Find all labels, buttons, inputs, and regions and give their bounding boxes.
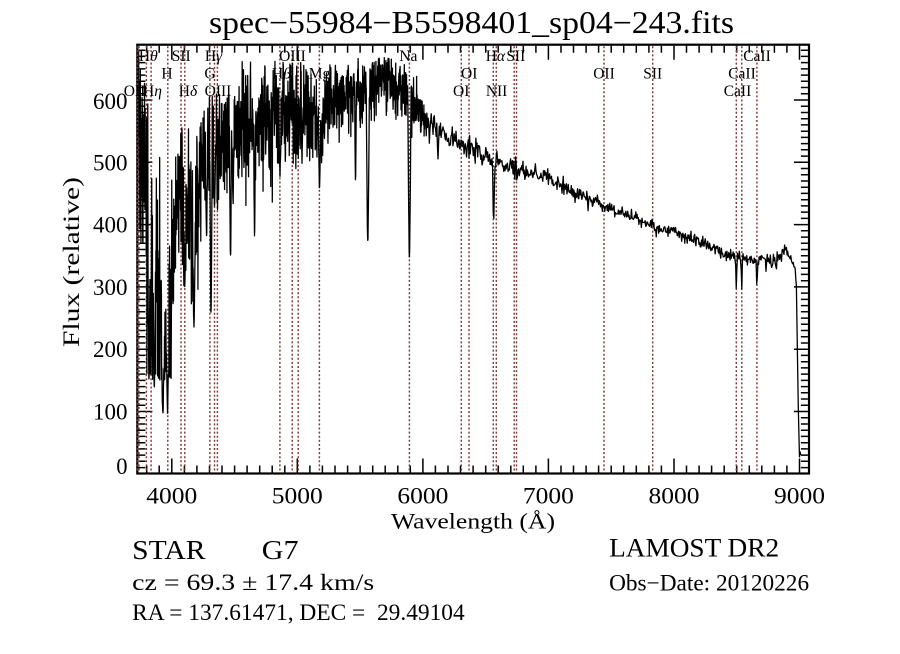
svg-text:6000: 6000	[397, 484, 448, 509]
svg-text:100: 100	[93, 400, 128, 425]
svg-text:SII: SII	[172, 48, 191, 65]
svg-text:300: 300	[93, 275, 128, 300]
svg-text:OIII: OIII	[279, 48, 306, 65]
svg-text:spec−55984−B5598401_sp04−243.f: spec−55984−B5598401_sp04−243.fits	[209, 5, 734, 40]
svg-text:OII: OII	[124, 83, 146, 100]
svg-text:OI: OI	[461, 65, 477, 82]
svg-text:0: 0	[116, 454, 127, 479]
svg-text:Na: Na	[399, 48, 417, 65]
svg-text:200: 200	[93, 337, 128, 362]
svg-text:OII: OII	[593, 65, 615, 82]
svg-text:Hδ: Hδ	[179, 83, 198, 100]
svg-text:CaII: CaII	[724, 83, 752, 100]
svg-text:G7: G7	[262, 535, 299, 565]
svg-text:CaII: CaII	[743, 48, 771, 65]
svg-text:600: 600	[93, 89, 128, 114]
svg-text:Obs−Date: 20120226: Obs−Date: 20120226	[609, 571, 809, 596]
svg-text:H: H	[161, 65, 172, 82]
svg-text:5000: 5000	[272, 484, 323, 509]
svg-text:8000: 8000	[649, 484, 700, 509]
svg-text:Hγ: Hγ	[205, 48, 223, 65]
svg-text:7000: 7000	[523, 484, 574, 509]
svg-text:Hη: Hη	[143, 83, 162, 100]
svg-text:CaII: CaII	[728, 65, 756, 82]
svg-text:LAMOST DR2: LAMOST DR2	[609, 534, 779, 563]
svg-text:G: G	[204, 65, 215, 82]
svg-text:9000: 9000	[774, 484, 825, 509]
svg-text:SII: SII	[506, 48, 525, 65]
svg-text:Flux (relative): Flux (relative)	[59, 177, 84, 347]
svg-text:OIII: OIII	[205, 83, 232, 100]
svg-text:NII: NII	[486, 83, 508, 100]
svg-text:400: 400	[93, 213, 128, 238]
svg-text:4000: 4000	[146, 484, 197, 509]
svg-text:500: 500	[93, 151, 128, 176]
svg-text:Hα: Hα	[486, 48, 506, 65]
svg-text:Wavelength (Å): Wavelength (Å)	[391, 509, 555, 534]
svg-text:SII: SII	[643, 65, 662, 82]
svg-text:Hβ: Hβ	[272, 65, 291, 82]
svg-text:Mg: Mg	[309, 65, 331, 82]
svg-text:RA = 137.61471, DEC = 29.4910: RA = 137.61471, DEC = 29.49104	[132, 600, 465, 625]
svg-text:STAR: STAR	[132, 535, 205, 565]
svg-text:cz = 69.3 ± 17.4 km/s: cz = 69.3 ± 17.4 km/s	[132, 570, 374, 595]
svg-text:OI: OI	[453, 83, 469, 100]
svg-text:Hθ: Hθ	[139, 48, 158, 65]
